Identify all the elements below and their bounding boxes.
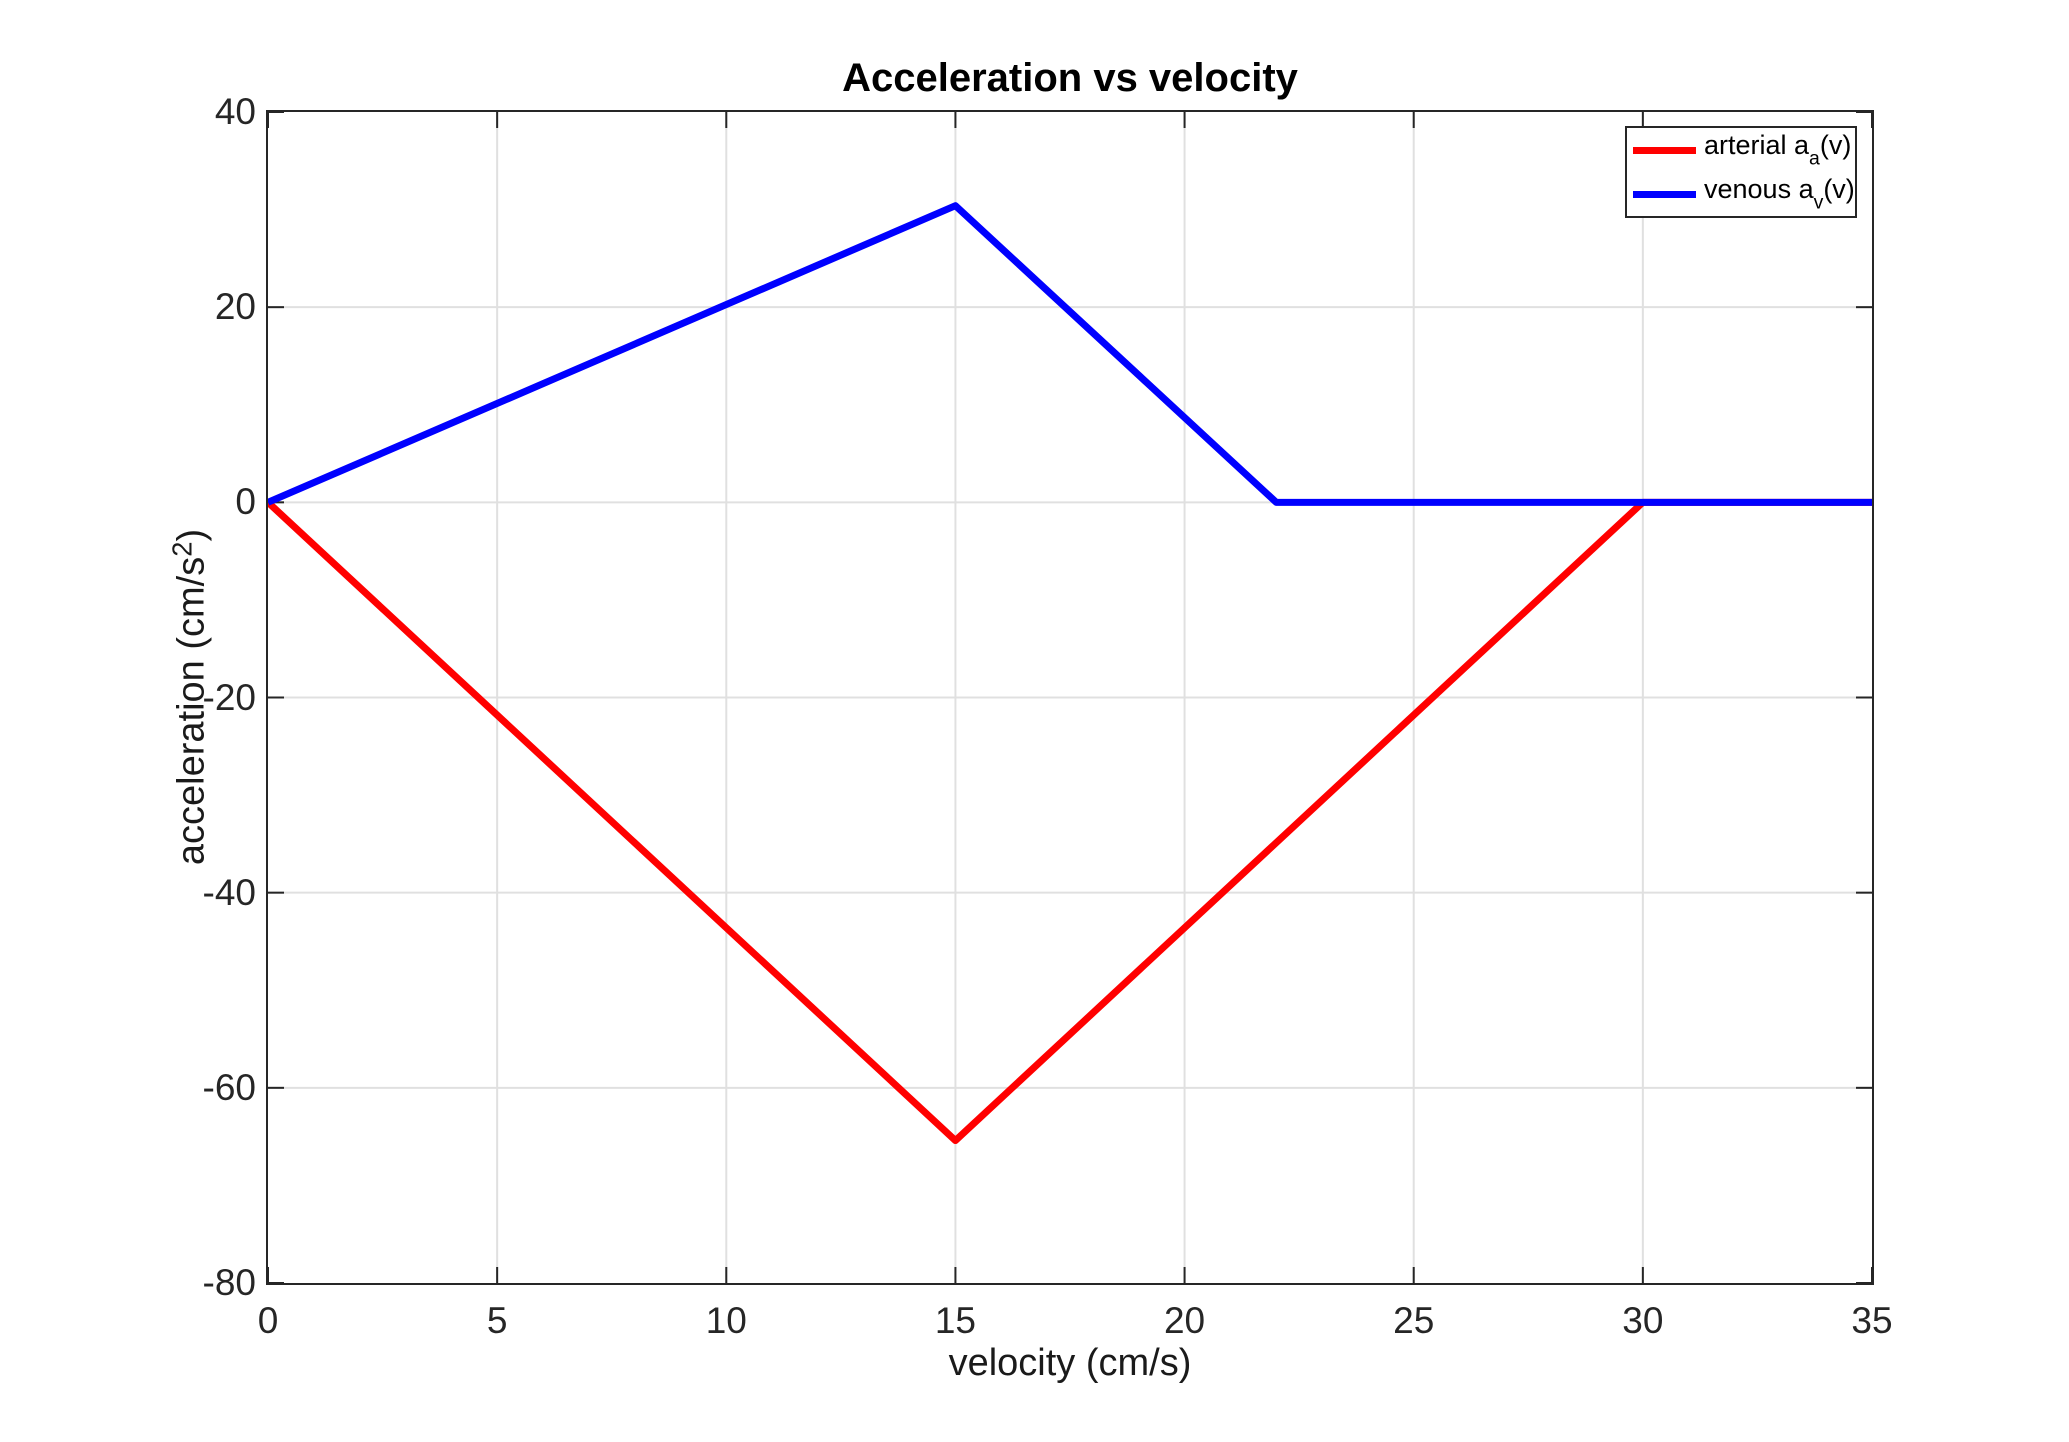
y-tick-label-40: 40 — [214, 91, 256, 132]
venous-line-sample — [1633, 190, 1696, 198]
legend-text-arterial-prefix: arterial a — [1704, 129, 1810, 160]
y-tick-label-0: 0 — [235, 481, 256, 523]
series-line-venous — [268, 202, 1872, 506]
x-tick-label-25: 25 — [1393, 1300, 1435, 1341]
x-tick-label-35: 35 — [1851, 1300, 1893, 1341]
y-tick-label--40: -40 — [202, 871, 256, 913]
x-axis-label: velocity (cm/s) — [948, 1342, 1192, 1384]
legend-text-arterial-subscript: a — [1809, 147, 1820, 170]
y-tick-label-20: 20 — [214, 286, 256, 328]
x-tick-label-0: 0 — [257, 1300, 279, 1341]
y-axis-label-suffix: ) — [170, 528, 213, 542]
legend-label-arterial: arterial aa(v) — [1704, 130, 1851, 171]
x-tick-label-20: 20 — [1163, 1300, 1206, 1341]
x-tick-label-5: 5 — [486, 1300, 508, 1341]
x-tick-label-30: 30 — [1622, 1300, 1664, 1341]
arterial-line-sample — [1633, 146, 1696, 154]
legend-text-venous-subscript: v — [1813, 191, 1824, 214]
legend-text-arterial-suffix: (v) — [1819, 129, 1852, 160]
legend-text-venous-suffix: (v) — [1823, 173, 1855, 204]
legend-item-arterial: arterial aa(v) — [1627, 130, 1855, 171]
chart-title: Acceleration vs velocity — [842, 56, 1298, 100]
y-tick-label--20: -20 — [202, 676, 256, 718]
y-tick-label--80: -80 — [202, 1262, 256, 1303]
legend-item-venous: venous av(v) — [1627, 174, 1855, 215]
plot-area: arterial aa(v) venous av(v) — [266, 110, 1874, 1285]
legend-label-venous: venous av(v) — [1704, 174, 1855, 215]
y-axis-label-superscript: 2 — [166, 541, 198, 557]
y-axis-label-prefix: acceleration (cm/s — [170, 556, 213, 866]
x-tick-label-10: 10 — [705, 1300, 747, 1341]
plot-canvas — [268, 112, 1872, 1283]
legend: arterial aa(v) venous av(v) — [1625, 126, 1857, 218]
x-tick-label-15: 15 — [934, 1300, 976, 1341]
legend-text-venous-prefix: venous a — [1704, 173, 1814, 204]
y-axis-label: acceleration (cm/s2) — [166, 529, 213, 865]
y-tick-label--60: -60 — [202, 1066, 256, 1108]
series-line-arterial — [268, 498, 1872, 1145]
